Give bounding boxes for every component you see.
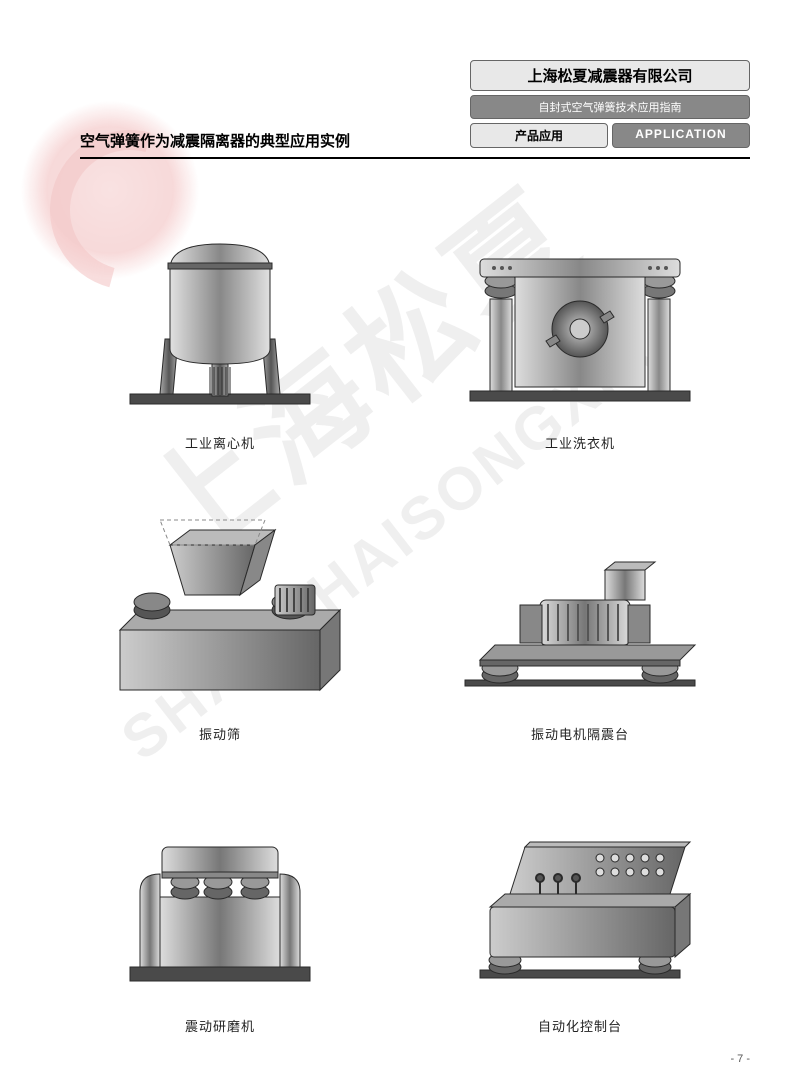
illus-grinder: [90, 802, 350, 1002]
cell-motor-table: 振动电机隔震台: [420, 472, 740, 744]
cell-centrifuge: 工业离心机: [60, 180, 380, 452]
illus-centrifuge: [90, 219, 350, 419]
doc-subtitle: 自封式空气弹簧技术应用指南: [470, 95, 750, 119]
cell-screen: 振动筛: [60, 472, 380, 744]
cell-grinder: 震动研磨机: [60, 763, 380, 1035]
illus-screen: [90, 510, 350, 710]
cell-washer: 工业洗衣机: [420, 180, 740, 452]
page-number: - 7 -: [730, 1053, 750, 1065]
illus-washer: [450, 219, 710, 419]
title-row: 空气弹簧作为减震隔离器的典型应用实例: [80, 130, 750, 159]
illustration-grid: 工业离心机: [60, 180, 740, 1035]
illus-motor-table: [450, 510, 710, 710]
company-name: 上海松夏减震器有限公司: [470, 60, 750, 91]
page-title: 空气弹簧作为减震隔离器的典型应用实例: [80, 130, 750, 151]
caption: 振动筛: [199, 724, 241, 743]
caption: 工业洗衣机: [545, 433, 615, 452]
caption: 震动研磨机: [185, 1016, 255, 1035]
caption: 自动化控制台: [538, 1016, 622, 1035]
cell-console: 自动化控制台: [420, 763, 740, 1035]
caption: 工业离心机: [185, 433, 255, 452]
illus-console: [450, 802, 710, 1002]
caption: 振动电机隔震台: [531, 724, 629, 743]
